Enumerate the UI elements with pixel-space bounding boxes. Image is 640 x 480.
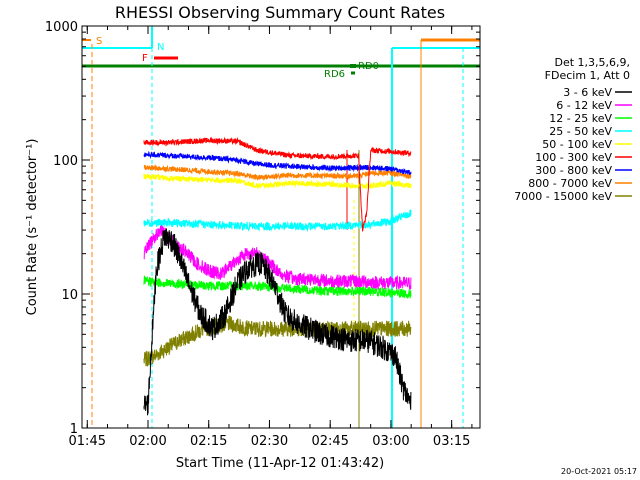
legend-header-line: Det 1,3,5,6,9,: [554, 56, 630, 69]
x-tick-label: 03:15: [433, 434, 470, 449]
legend-label: 12 - 25 keV: [549, 112, 612, 125]
saa-label: S: [96, 36, 102, 47]
y-tick-label: 1000: [45, 20, 78, 35]
legend: Det 1,3,5,6,9,FDecim 1, Att 0 3 - 6 keV6 …: [514, 56, 632, 203]
y-axis-label: Count Rate (s⁻¹ detector⁻¹): [25, 139, 40, 316]
y-tick-label: 10: [61, 288, 78, 303]
series-layer: [143, 136, 412, 416]
x-tick-label: 01:45: [69, 434, 106, 449]
axes-layer: 01:45 02:00 02:15 02:30 02:45 03:00 03:15 1 10 10…: [45, 20, 481, 449]
legend-label: 7000 - 15000 keV: [514, 190, 612, 203]
series-line-50-100-kev: [143, 173, 412, 190]
series-line-6-12-kev: [143, 225, 412, 290]
rd0-label: RD0: [358, 61, 379, 72]
x-tick-label: 02:30: [251, 434, 288, 449]
series-line-100-300-kev: [143, 136, 412, 232]
legend-label: 100 - 300 keV: [535, 151, 612, 164]
rd6-label: RD6: [324, 69, 345, 80]
legend-label: 50 - 100 keV: [542, 138, 612, 151]
legend-label: 300 - 800 keV: [535, 164, 612, 177]
y-tick-label: 1: [70, 422, 78, 437]
series-line-300-800-kev: [143, 150, 412, 175]
legend-label: 3 - 6 keV: [563, 86, 612, 99]
series-line-25-50-kev: [143, 209, 412, 233]
chart-title: RHESSI Observing Summary Count Rates: [115, 3, 445, 22]
legend-label: 6 - 12 keV: [556, 99, 612, 112]
y-tick-label: 100: [53, 154, 78, 169]
x-tick-label: 02:45: [311, 434, 348, 449]
series-line-800-7000-kev: [143, 163, 412, 181]
flare-label: F: [142, 53, 148, 64]
legend-label: 800 - 7000 keV: [528, 177, 612, 190]
footer-timestamp: 20-Oct-2021 05:17: [561, 467, 637, 476]
night-label: N: [157, 42, 164, 53]
x-axis-label: Start Time (11-Apr-12 01:43:42): [176, 456, 384, 471]
x-tick-label: 02:00: [129, 434, 166, 449]
series-line-3-6-kev: [143, 228, 412, 416]
legend-label: 25 - 50 keV: [549, 125, 612, 138]
x-tick-label: 03:00: [372, 434, 409, 449]
x-tick-label: 02:15: [190, 434, 227, 449]
plot-frame: [81, 25, 481, 429]
legend-header-line: FDecim 1, Att 0: [545, 69, 630, 82]
